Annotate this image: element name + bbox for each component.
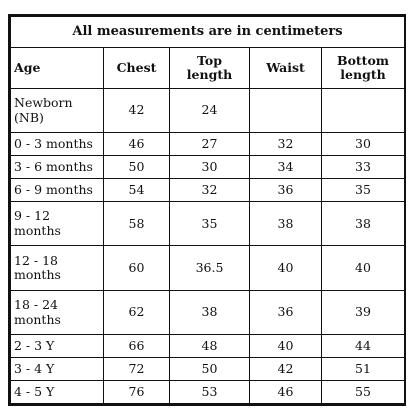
cell-chest: 50: [103, 155, 170, 180]
header-top-length: Top length: [169, 47, 250, 89]
cell-chest: 72: [103, 357, 170, 382]
cell-waist: 38: [249, 201, 322, 247]
header-bottom-length: Bottom length: [320, 47, 406, 89]
cell-waist: 34: [249, 155, 322, 180]
cell-chest: 42: [103, 87, 170, 134]
cell-top-length: 48: [169, 334, 250, 359]
cell-age: 3 - 6 months: [10, 155, 104, 180]
table-row: 18 - 24 months 62 38 36 39: [10, 289, 406, 336]
cell-chest: 62: [103, 289, 170, 336]
cell-waist: 32: [249, 132, 322, 157]
cell-chest: 58: [103, 201, 170, 247]
cell-age: 4 - 5 Y: [10, 380, 104, 404]
cell-top-length: 27: [169, 132, 250, 157]
cell-bottom-length: 38: [320, 201, 406, 247]
cell-age: 3 - 4 Y: [10, 357, 104, 382]
header-chest: Chest: [103, 47, 170, 89]
cell-waist: 42: [249, 357, 322, 382]
size-table: All measurements are in centimeters Age …: [9, 16, 406, 404]
header-row: Age Chest Top length Waist Bottom length: [10, 47, 406, 89]
cell-bottom-length: 35: [320, 178, 406, 203]
cell-age: Newborn (NB): [10, 87, 104, 134]
cell-bottom-length: [320, 87, 406, 134]
cell-age: 2 - 3 Y: [10, 334, 104, 359]
table-body: Newborn (NB) 42 24 0 - 3 months 46 27 32 30 3 - …: [10, 87, 406, 404]
cell-top-length: 38: [169, 289, 250, 336]
cell-top-length: 30: [169, 155, 250, 180]
cell-waist: [249, 87, 322, 134]
table-title: All measurements are in centimeters: [9, 16, 406, 48]
table-row: 4 - 5 Y 76 53 46 55: [10, 380, 406, 404]
cell-bottom-length: 30: [320, 132, 406, 157]
header-age: Age: [10, 47, 104, 89]
cell-bottom-length: 44: [320, 334, 406, 359]
cell-bottom-length: 55: [320, 380, 406, 404]
cell-chest: 54: [103, 178, 170, 203]
cell-waist: 46: [249, 380, 322, 404]
cell-top-length: 32: [169, 178, 250, 203]
cell-age: 6 - 9 months: [10, 178, 104, 203]
table-row: Newborn (NB) 42 24: [10, 87, 406, 134]
header-waist: Waist: [249, 47, 322, 89]
cell-age: 0 - 3 months: [10, 132, 104, 157]
cell-chest: 60: [103, 245, 170, 291]
cell-bottom-length: 33: [320, 155, 406, 180]
cell-waist: 40: [249, 245, 322, 291]
table-row: 0 - 3 months 46 27 32 30: [10, 132, 406, 157]
cell-waist: 36: [249, 289, 322, 336]
size-chart: All measurements are in centimeters Age …: [8, 14, 406, 406]
cell-chest: 76: [103, 380, 170, 404]
table-row: 12 - 18 months 60 36.5 40 40: [10, 245, 406, 291]
table-row: 9 - 12 months 58 35 38 38: [10, 201, 406, 247]
table-row: 2 - 3 Y 66 48 40 44: [10, 334, 406, 359]
cell-waist: 36: [249, 178, 322, 203]
cell-top-length: 53: [169, 380, 250, 404]
cell-waist: 40: [249, 334, 322, 359]
cell-chest: 66: [103, 334, 170, 359]
table-row: 3 - 6 months 50 30 34 33: [10, 155, 406, 180]
table-row: 3 - 4 Y 72 50 42 51: [10, 357, 406, 382]
cell-top-length: 24: [169, 87, 250, 134]
cell-age: 9 - 12 months: [10, 201, 104, 247]
cell-bottom-length: 39: [320, 289, 406, 336]
cell-top-length: 36.5: [169, 245, 250, 291]
cell-bottom-length: 40: [320, 245, 406, 291]
table-row: 6 - 9 months 54 32 36 35: [10, 178, 406, 203]
cell-top-length: 50: [169, 357, 250, 382]
cell-age: 18 - 24 months: [10, 289, 104, 336]
cell-chest: 46: [103, 132, 170, 157]
cell-bottom-length: 51: [320, 357, 406, 382]
title-row: All measurements are in centimeters: [9, 16, 406, 48]
cell-top-length: 35: [169, 201, 250, 247]
cell-age: 12 - 18 months: [10, 245, 104, 291]
